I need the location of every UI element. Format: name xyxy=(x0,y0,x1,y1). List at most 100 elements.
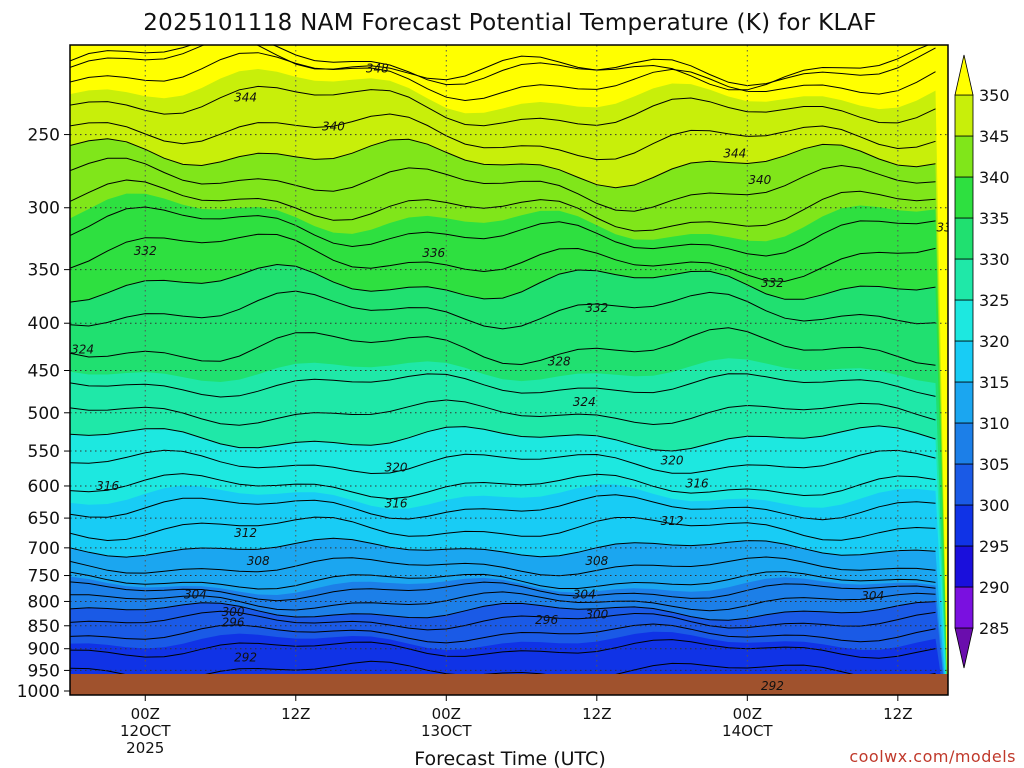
isentrope-348 xyxy=(70,45,936,87)
colorbar-swatch-345 xyxy=(954,94,974,137)
pressure-axis: 250 300 350 400 450 500 550 600 650 700 750 800 850 9… xyxy=(17,126,70,702)
contour-label-31: 300 xyxy=(222,605,245,619)
contour-label-text: 316 xyxy=(999,478,1022,492)
isentrope-340 xyxy=(70,138,936,189)
isentrope-312 xyxy=(70,516,936,542)
contour-label-text: 304 xyxy=(573,587,596,601)
source-credit: coolwx.com/models xyxy=(849,747,1016,766)
contour-label-text: 292 xyxy=(234,651,257,665)
ytick-label-650: 650 xyxy=(28,509,60,529)
ytick-label-800: 800 xyxy=(28,592,60,612)
colorbar-swatch-315 xyxy=(954,340,974,383)
isentrope-296 xyxy=(70,623,936,644)
colorbar-tick-320: 320 xyxy=(979,332,1010,351)
contour-label-7: 332 xyxy=(134,244,157,258)
contour-label-text: 320 xyxy=(385,460,408,474)
xtick-label-5: 12Z xyxy=(883,705,912,723)
ytick-label-300: 300 xyxy=(28,199,60,219)
contour-label-32: 300 xyxy=(585,607,608,621)
colorbar-swatch-320 xyxy=(954,299,974,342)
contour-label-text: 296 xyxy=(222,615,245,629)
isentrope-318 xyxy=(70,449,936,475)
ytick-label-350: 350 xyxy=(28,261,60,281)
contour-label-text: 332 xyxy=(585,301,608,315)
contour-label-25: 308 xyxy=(247,554,270,568)
contour-label-38: 292 xyxy=(761,679,784,693)
contour-label-23: 312 xyxy=(661,514,684,528)
contour-label-28: 304 xyxy=(184,587,207,601)
contour-label-text: 292 xyxy=(761,679,784,693)
xtick-year-0: 2025 xyxy=(126,739,164,757)
colorbar-tick-330: 330 xyxy=(979,250,1010,269)
ytick-label-900: 900 xyxy=(28,640,60,660)
colorbar-swatch-295 xyxy=(954,504,974,547)
colorbar: 285 290 295 300 305 310 315 320 325 330 335 340 345 3… xyxy=(954,54,1010,669)
isentrope-294 xyxy=(70,639,936,659)
colorbar-tick-335: 335 xyxy=(979,209,1010,228)
contour-label-4: 340 xyxy=(748,173,771,187)
colorbar-swatch-305 xyxy=(954,422,974,465)
ytick-label-850: 850 xyxy=(28,617,60,637)
isentrope-330 xyxy=(70,263,936,303)
xtick-label-0: 00Z xyxy=(131,705,160,723)
contour-label-15: 320 xyxy=(385,460,408,474)
colorbar-swatch-280 xyxy=(954,627,974,669)
contour-label-text: 324 xyxy=(573,395,596,409)
isentrope-332 xyxy=(70,233,936,282)
contour-label-21: 316 xyxy=(999,478,1022,492)
colorbar-tick-300: 300 xyxy=(979,496,1010,515)
isentrope-326 xyxy=(70,327,936,366)
colorbar-tick-305: 305 xyxy=(979,455,1010,474)
colorbar-swatch-300 xyxy=(954,463,974,506)
xtick-date-4: 14OCT xyxy=(722,722,773,740)
xtick-label-4: 00Z xyxy=(733,705,762,723)
isentrope-304 xyxy=(70,581,936,602)
isentrope-298 xyxy=(70,610,936,631)
contour-label-text: 340 xyxy=(322,119,345,133)
contour-label-6: 336 xyxy=(422,246,445,260)
isentrope-322 xyxy=(70,399,936,426)
colorbar-swatch-340 xyxy=(954,135,974,178)
contour-label-text: 328 xyxy=(548,354,571,368)
contour-labels: 3483443443403403363363323323323283283243… xyxy=(71,61,1022,693)
contour-label-text: 344 xyxy=(723,146,746,160)
contour-label-37: 292 xyxy=(234,651,257,665)
ytick-label-600: 600 xyxy=(28,477,60,497)
isentrope-302 xyxy=(70,591,936,612)
contour-label-0: 348 xyxy=(366,61,389,75)
ytick-label-250: 250 xyxy=(28,126,60,146)
colorbar-swatch-290 xyxy=(954,545,974,588)
contour-label-35: 296 xyxy=(535,613,558,627)
contour-label-text: 344 xyxy=(234,91,257,105)
contour-label-text: 348 xyxy=(366,61,389,75)
contour-label-18: 316 xyxy=(96,479,119,493)
colorbar-tick-350: 350 xyxy=(979,86,1010,105)
xtick-label-1: 12Z xyxy=(281,705,310,723)
colorbar-tick-340: 340 xyxy=(979,168,1010,187)
contour-label-9: 332 xyxy=(585,301,608,315)
contour-label-text: 316 xyxy=(385,497,408,511)
contour-label-text: 296 xyxy=(535,613,558,627)
isentrope-292 xyxy=(70,660,936,681)
contour-label-13: 324 xyxy=(573,395,596,409)
contour-label-text: 308 xyxy=(585,554,608,568)
contour-label-text: 308 xyxy=(247,554,270,568)
isentrope-334 xyxy=(70,206,936,257)
contour-label-text: 336 xyxy=(422,246,445,260)
ytick-label-400: 400 xyxy=(28,314,60,334)
contour-label-22: 312 xyxy=(234,526,257,540)
contour-label-text: 316 xyxy=(686,476,709,490)
plot-area: 3483443443403403363363323323323283283243… xyxy=(70,45,1022,695)
isentrope-324 xyxy=(70,373,936,398)
isentrope-350 xyxy=(70,45,930,91)
xtick-label-2: 00Z xyxy=(432,705,461,723)
contour-label-text: 336 xyxy=(937,220,960,234)
contour-label-1: 344 xyxy=(234,91,257,105)
contour-label-2: 344 xyxy=(723,146,746,160)
ytick-label-700: 700 xyxy=(28,539,60,559)
isentrope-342 xyxy=(70,113,936,161)
contour-label-text: 332 xyxy=(761,276,784,290)
contour-label-10: 328 xyxy=(548,354,571,368)
